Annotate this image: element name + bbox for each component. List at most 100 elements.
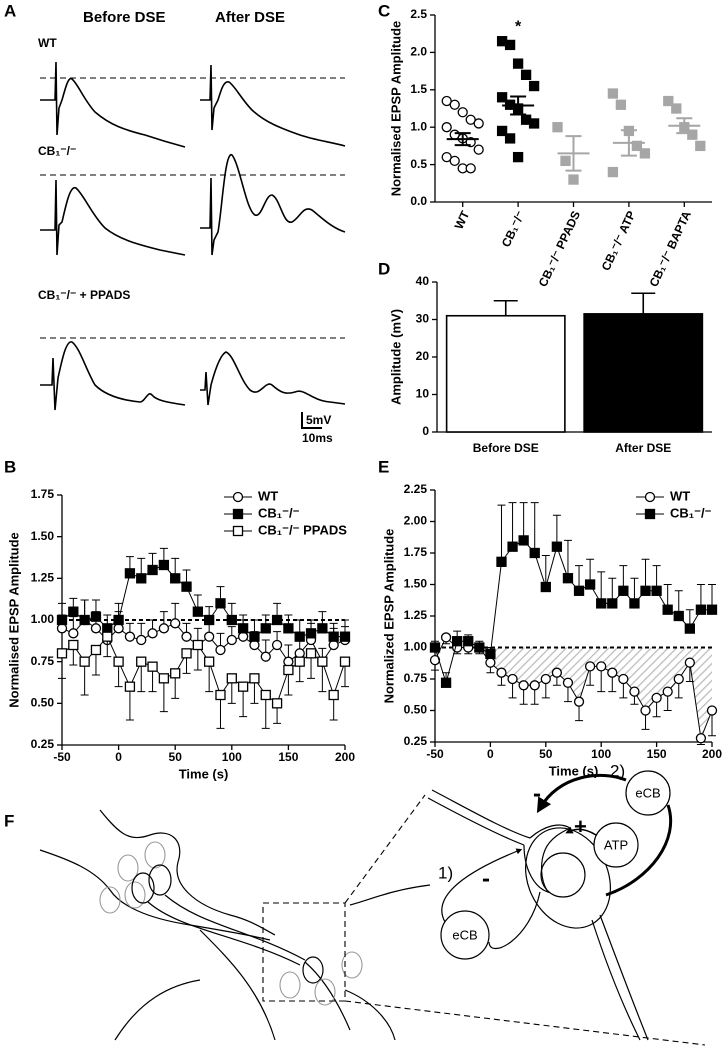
x-tick-label: WT: [452, 208, 473, 231]
legend-label: WT: [670, 488, 690, 503]
marker: [328, 689, 339, 701]
sem-bar: [510, 95, 527, 116]
marker: [204, 614, 215, 626]
marker: [181, 581, 192, 592]
y-tick-label: 0.50: [404, 703, 428, 717]
y-tick-label: 1.0: [410, 119, 427, 133]
marker: [684, 657, 695, 668]
y-tick-label: 0.5: [410, 157, 427, 171]
error-bar: [530, 502, 539, 553]
legend-label: CB₁⁻/⁻: [258, 505, 300, 520]
marker: [496, 125, 508, 137]
legend-label: CB₁⁻/⁻ PPADS: [258, 522, 347, 537]
x-tick-label: CB₁⁻/⁻ ATP: [599, 209, 639, 273]
marker: [170, 573, 181, 584]
marker: [68, 606, 79, 617]
legend-label: WT: [258, 488, 278, 503]
marker: [249, 673, 260, 684]
row-label: CB₁⁻/⁻: [38, 144, 76, 158]
bar: [445, 314, 566, 433]
marker: [147, 564, 158, 576]
marker: [170, 618, 181, 629]
marker: [440, 677, 452, 688]
legend-label: CB₁⁻/⁻: [670, 505, 712, 520]
marker: [512, 151, 524, 163]
trace: [200, 351, 346, 406]
marker: [56, 623, 68, 634]
arrow: [565, 826, 597, 836]
soma: [148, 864, 172, 896]
marker: [232, 525, 244, 537]
trace: [40, 341, 186, 411]
zoom-line: [344, 1000, 706, 1046]
marker: [136, 656, 147, 667]
y-axis-label: Normalised EPSP Amplitude: [6, 532, 21, 708]
marker: [540, 673, 551, 685]
marker: [528, 80, 540, 92]
marker: [615, 99, 627, 110]
marker: [113, 656, 124, 667]
marker: [473, 144, 484, 155]
marker: [452, 636, 463, 647]
error-bar: [508, 502, 517, 547]
marker: [607, 667, 618, 678]
marker: [663, 95, 674, 107]
y-tick-label: 20: [416, 349, 430, 363]
marker: [158, 559, 170, 571]
y-tick-label: 30: [416, 312, 430, 326]
zoom-line: [344, 794, 426, 904]
marker: [504, 133, 516, 144]
marker: [520, 69, 532, 80]
marker: [192, 606, 203, 617]
marker: [113, 614, 124, 626]
marker: [102, 623, 113, 634]
error-bar: [80, 661, 89, 696]
x-tick-label: 200: [335, 750, 355, 764]
y-tick-label: 0.25: [31, 737, 55, 751]
arrow: [441, 850, 541, 950]
marker: [496, 92, 508, 103]
marker: [317, 656, 328, 667]
y-tick-label: 1.00: [404, 640, 428, 654]
marker: [662, 686, 673, 697]
marker: [651, 585, 662, 596]
marker: [124, 681, 136, 692]
marker: [629, 598, 640, 609]
marker: [662, 604, 673, 615]
error-bar: [597, 571, 606, 604]
y-tick-label: 2.25: [404, 482, 428, 496]
marker: [249, 631, 260, 642]
marker: [441, 122, 452, 133]
presynaptic-axon: [427, 789, 531, 846]
marker: [496, 667, 507, 678]
marker: [294, 631, 305, 642]
marker: [687, 129, 698, 140]
marker: [465, 163, 476, 174]
nucleus: [540, 852, 586, 898]
marker: [56, 614, 68, 626]
marker: [249, 639, 260, 651]
marker: [640, 705, 651, 716]
panel-a: A Before DSE After DSE WT CB₁⁻/⁻ CB₁⁻/⁻ …: [4, 1, 346, 445]
marker: [79, 614, 90, 626]
sign: -: [533, 780, 541, 807]
marker: [260, 623, 271, 634]
y-axis-label: Normalized EPSP Amplitude: [381, 529, 396, 704]
x-axis-label: Time (s): [179, 766, 229, 781]
y-tick-label: 1.00: [31, 612, 55, 626]
marker: [671, 103, 682, 114]
marker: [68, 639, 79, 651]
trace: [40, 179, 186, 256]
marker: [90, 623, 102, 634]
marker: [226, 634, 237, 646]
soma: [279, 971, 301, 999]
trace: [40, 61, 186, 148]
marker: [271, 639, 283, 651]
marker: [504, 39, 516, 51]
marker: [283, 656, 294, 667]
soma: [99, 886, 121, 914]
dendrite: [591, 914, 649, 1041]
marker: [695, 733, 707, 744]
marker: [440, 632, 452, 643]
marker: [618, 585, 629, 596]
